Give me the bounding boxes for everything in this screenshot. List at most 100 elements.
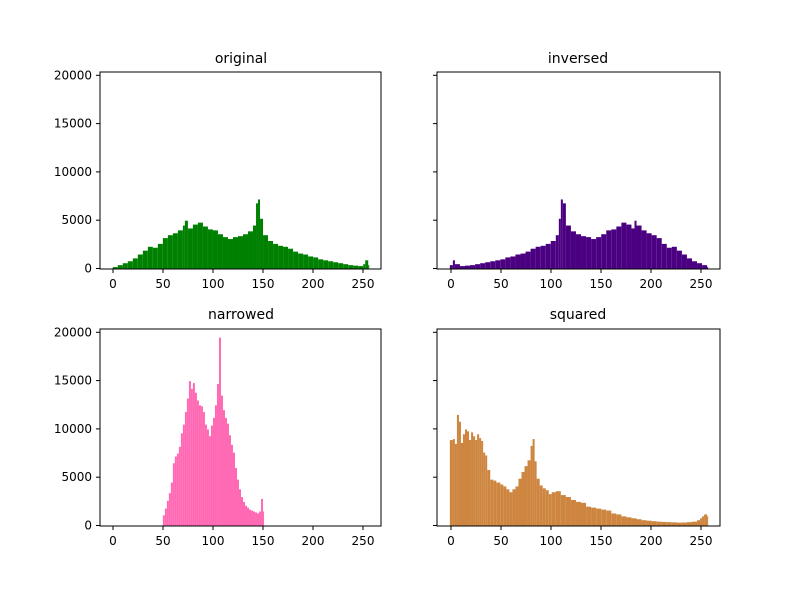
histogram-bar	[686, 258, 692, 269]
histogram-bar	[132, 258, 138, 269]
histogram-bar	[245, 505, 248, 526]
histogram-bar	[188, 381, 191, 526]
histogram-bar	[601, 509, 607, 526]
histogram-bar	[550, 241, 556, 269]
histogram-bar	[646, 520, 652, 526]
histogram-bar	[182, 424, 185, 526]
histogram-bar	[318, 259, 324, 269]
histogram-bar	[676, 522, 682, 526]
histogram-bar	[182, 225, 185, 269]
histogram-bar	[479, 438, 482, 526]
histogram-bar	[702, 516, 705, 526]
histogram-bar	[692, 521, 698, 526]
histogram-bar	[525, 251, 531, 269]
x-tick-label: 0	[109, 534, 117, 548]
histogram-bar	[671, 522, 677, 526]
histogram-bar	[459, 266, 465, 269]
histogram-bar	[493, 480, 497, 526]
histogram-bar	[251, 510, 254, 526]
histogram-bar	[239, 489, 241, 526]
histogram-bar	[477, 434, 480, 526]
histogram-bar	[681, 254, 687, 269]
bars-layer	[162, 337, 265, 526]
histogram-bar	[226, 423, 229, 526]
histogram-bar	[661, 521, 667, 526]
x-tick-label: 50	[155, 277, 170, 291]
x-tick-label: 150	[252, 534, 275, 548]
histogram-bar	[157, 243, 163, 269]
histogram-bar	[208, 436, 211, 526]
histogram-bar	[454, 264, 460, 269]
histogram-bar	[596, 508, 602, 526]
x-tick-label: 50	[493, 534, 508, 548]
histogram-bar	[449, 265, 453, 269]
histogram-bar	[570, 231, 576, 269]
histogram-bar	[210, 425, 213, 526]
histogram-bar	[480, 263, 486, 269]
histogram-bar	[490, 261, 496, 269]
histogram-bar	[220, 395, 223, 526]
histogram-bar	[328, 261, 334, 269]
histogram-bar	[626, 517, 632, 526]
x-tick-label: 100	[540, 277, 563, 291]
histogram-bar	[462, 434, 465, 526]
histogram-bar	[621, 516, 627, 526]
histogram-bar	[591, 507, 597, 526]
histogram-bar	[473, 436, 476, 526]
bars-layer	[449, 414, 709, 526]
histogram-bar	[452, 260, 455, 269]
histogram-bar	[521, 471, 525, 526]
histogram-bar	[481, 441, 484, 526]
x-tick-label: 100	[202, 534, 225, 548]
histogram-bar	[702, 265, 708, 269]
histogram-bar	[207, 229, 213, 269]
histogram-bar	[184, 220, 188, 269]
histogram-bar	[263, 235, 269, 269]
axes-frame	[436, 328, 721, 527]
histogram-bar	[222, 237, 228, 269]
chart-title: squared	[550, 307, 607, 323]
histogram-bar	[560, 495, 566, 526]
histogram-bar	[248, 231, 254, 269]
histogram-bar	[565, 225, 571, 269]
histogram-bar	[283, 246, 289, 269]
histogram-bar	[626, 224, 632, 269]
histogram-bar	[249, 509, 252, 526]
histogram-bar	[202, 226, 208, 269]
histogram-bar	[676, 250, 682, 269]
histogram-bar	[651, 521, 657, 526]
histogram-bar	[186, 398, 189, 526]
histogram-bar	[184, 412, 187, 526]
histogram-bar	[222, 410, 225, 526]
y-tick-label: 0	[84, 262, 92, 276]
histogram-bar	[313, 257, 319, 269]
histogram-bar	[530, 248, 536, 269]
y-tick-label: 5000	[61, 470, 92, 484]
histogram-bar	[162, 515, 165, 526]
histogram-bar	[259, 511, 262, 526]
histogram-bar	[253, 511, 256, 526]
histogram-bar	[515, 486, 519, 526]
histogram-bar	[634, 220, 637, 269]
histogram-bar	[170, 482, 173, 526]
x-tick-label: 100	[540, 534, 563, 548]
histogram-bar	[343, 264, 349, 269]
histogram-bar	[298, 253, 304, 269]
histogram-bar	[509, 492, 513, 526]
axes-frame	[436, 71, 721, 270]
x-tick-label: 250	[690, 534, 713, 548]
x-tick-label: 50	[493, 277, 508, 291]
histogram-bar	[555, 235, 559, 269]
x-axis: 0 50 100 150 200 250	[447, 526, 712, 548]
x-tick-label: 250	[352, 277, 375, 291]
histogram-bar	[200, 406, 203, 526]
histogram-bar	[681, 522, 687, 526]
histogram-bar	[204, 424, 207, 526]
y-axis	[433, 331, 437, 526]
histogram-bar	[338, 263, 344, 269]
histogram-bar	[575, 234, 582, 269]
x-tick-label: 200	[302, 534, 325, 548]
histogram-bar	[117, 265, 123, 269]
